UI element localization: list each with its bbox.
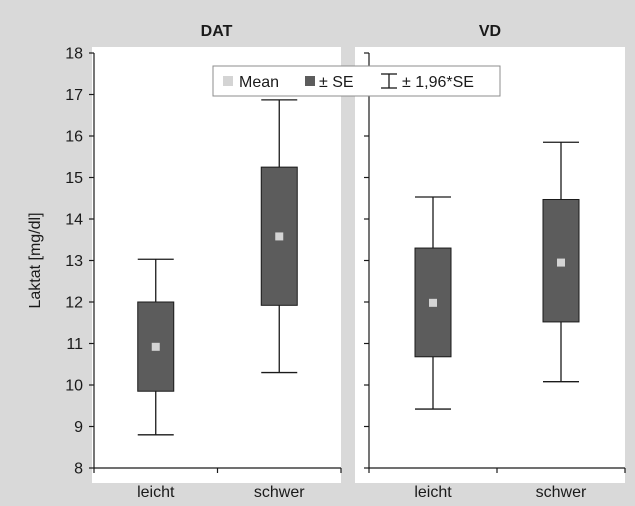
legend-mean-marker <box>223 76 233 86</box>
y-tick-label: 13 <box>65 253 83 270</box>
legend-box <box>212 65 501 97</box>
mean-marker <box>557 258 565 267</box>
mean-marker <box>151 342 160 351</box>
legend-label-mean: Mean <box>239 74 279 91</box>
x-category-label: leicht <box>137 484 175 501</box>
x-category-label: leicht <box>414 484 452 501</box>
x-category-label: schwer <box>254 484 305 501</box>
y-tick-label: 10 <box>65 378 83 395</box>
legend-se-marker <box>305 76 315 86</box>
y-tick-label: 16 <box>65 129 83 146</box>
y-axis-title: Laktat [mg/dl] <box>27 212 44 308</box>
legend-label-ci: ± 1,96*SE <box>402 74 474 91</box>
y-tick-label: 14 <box>65 212 83 229</box>
y-tick-label: 8 <box>74 461 83 478</box>
y-tick-label: 15 <box>65 170 83 187</box>
y-tick-label: 18 <box>65 46 83 63</box>
y-tick-label: 17 <box>65 87 83 104</box>
panel-title-dat: DAT <box>201 23 233 40</box>
plot-panel-1 <box>92 47 341 483</box>
panel-title-vd: VD <box>479 23 501 40</box>
y-tick-label: 12 <box>65 295 83 312</box>
legend-label-se: ± SE <box>319 74 354 91</box>
mean-marker <box>429 298 437 307</box>
y-tick-label: 9 <box>74 419 83 436</box>
x-category-label: schwer <box>536 484 587 501</box>
mean-marker <box>275 232 284 241</box>
y-tick-label: 11 <box>66 336 83 353</box>
plot-panel-2 <box>355 47 625 483</box>
